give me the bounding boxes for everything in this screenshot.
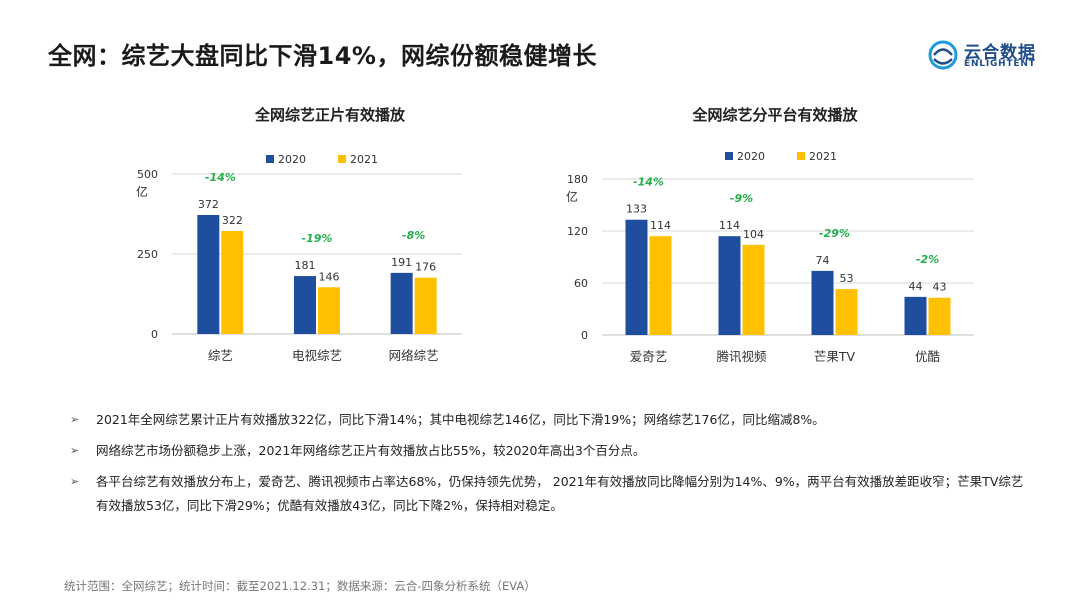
bar-value-label: 114	[719, 219, 740, 232]
bar-2021	[414, 277, 437, 334]
bar-2021	[928, 297, 951, 335]
chart-platform-plays: 全网综艺分平台有效播放 0 60 120 180 亿 2020 2021 133 114 爱奇艺 -…	[540, 100, 1010, 390]
arrow-bullet-icon: ➢	[70, 413, 80, 426]
bar-value-label: 74	[816, 254, 830, 267]
growth-annotation: -14%	[205, 171, 236, 184]
bar-value-label: 181	[295, 259, 316, 272]
bar-value-label: 146	[319, 270, 340, 283]
logo-text-cn: 云合数据	[964, 43, 1036, 63]
bullet-text: 各平台综艺有效播放分布上，爱奇艺、腾讯视频市占率达68%，仍保持领先优势， 20…	[96, 474, 1024, 513]
bullet-text: 2021年全网综艺累计正片有效播放322亿，同比下滑14%；其中电视综艺146亿…	[96, 412, 825, 427]
chart-total-plays: 全网综艺正片有效播放 0 250 500 亿 2020 2021 372 322 综艺 -14% 1…	[110, 100, 550, 390]
x-tick-label: 综艺	[208, 348, 233, 363]
y-axis-label: 亿	[136, 184, 148, 199]
legend-label-2021: 2021	[350, 153, 378, 166]
page-title: 全网：综艺大盘同比下滑14%，网综份额稳健增长	[48, 42, 597, 70]
bar-value-label: 43	[933, 281, 947, 294]
x-tick-label: 网络综艺	[389, 348, 439, 363]
growth-annotation: -14%	[633, 176, 664, 189]
bar-value-label: 372	[198, 198, 219, 211]
y-tick-label: 0	[151, 328, 158, 341]
x-tick-label: 电视综艺	[292, 348, 342, 363]
source-footnote: 统计范围：全网综艺；统计时间：截至2021.12.31；数据来源：云合-四象分析…	[64, 579, 536, 593]
legend-label-2020: 2020	[737, 150, 765, 163]
bar-value-label: 322	[222, 214, 243, 227]
arrow-bullet-icon: ➢	[70, 475, 80, 488]
bar-value-label: 53	[840, 272, 854, 285]
summary-bullets: ➢ 2021年全网综艺累计正片有效播放322亿，同比下滑14%；其中电视综艺14…	[64, 408, 1024, 525]
y-tick-label: 500	[137, 168, 158, 181]
bullet-text: 网络综艺市场份额稳步上涨，2021年网络综艺正片有效播放占比55%，较2020年…	[96, 443, 646, 458]
bar-value-label: 44	[909, 280, 923, 293]
growth-annotation: -29%	[819, 227, 850, 240]
bar-2020	[197, 214, 220, 334]
legend-swatch-2020	[266, 155, 274, 163]
legend-label-2021: 2021	[809, 150, 837, 163]
arrow-bullet-icon: ➢	[70, 444, 80, 457]
bullet-item: ➢ 2021年全网综艺累计正片有效播放322亿，同比下滑14%；其中电视综艺14…	[64, 408, 1024, 432]
bar-value-label: 104	[743, 228, 764, 241]
y-tick-label: 60	[574, 277, 588, 290]
bar-value-label: 176	[415, 261, 436, 274]
y-tick-label: 0	[581, 329, 588, 342]
y-tick-label: 250	[137, 248, 158, 261]
y-tick-label: 180	[567, 173, 588, 186]
growth-annotation: -8%	[402, 229, 425, 242]
legend-label-2020: 2020	[278, 153, 306, 166]
growth-annotation: -19%	[302, 232, 333, 245]
x-tick-label: 优酷	[915, 349, 941, 364]
x-tick-label: 爱奇艺	[630, 349, 668, 364]
bar-2021	[835, 289, 858, 335]
growth-annotation: -9%	[730, 192, 753, 205]
bar-2020	[294, 276, 316, 334]
growth-annotation: -2%	[916, 253, 939, 266]
bar-2020	[904, 296, 927, 335]
x-tick-label: 腾讯视频	[716, 349, 767, 364]
x-tick-label: 芒果TV	[814, 349, 856, 364]
bar-2021	[742, 244, 765, 335]
bar-value-label: 133	[626, 203, 647, 216]
legend-swatch-2020	[725, 152, 733, 160]
bar-2021	[221, 230, 244, 334]
bar-2021	[318, 287, 340, 334]
logo-globe-icon	[928, 40, 958, 70]
bar-2020	[390, 272, 413, 334]
legend-swatch-2021	[797, 152, 805, 160]
bar-2020	[625, 219, 648, 335]
bullet-item: ➢ 网络综艺市场份额稳步上涨，2021年网络综艺正片有效播放占比55%，较202…	[64, 439, 1024, 463]
legend-swatch-2021	[338, 155, 346, 163]
chart-title: 全网综艺正片有效播放	[254, 106, 405, 124]
bar-value-label: 114	[650, 219, 671, 232]
bullet-item: ➢ 各平台综艺有效播放分布上，爱奇艺、腾讯视频市占率达68%，仍保持领先优势， …	[64, 470, 1024, 518]
company-logo: 云合数据 ENLIGHTENT	[926, 38, 1056, 74]
logo-text-en: ENLIGHTENT	[964, 59, 1036, 69]
bar-2021	[649, 236, 672, 335]
y-tick-label: 120	[567, 225, 588, 238]
chart-title: 全网综艺分平台有效播放	[692, 106, 858, 124]
bar-2020	[718, 236, 741, 335]
bar-2020	[811, 270, 834, 335]
bar-value-label: 191	[391, 256, 412, 269]
y-axis-label: 亿	[566, 189, 578, 204]
